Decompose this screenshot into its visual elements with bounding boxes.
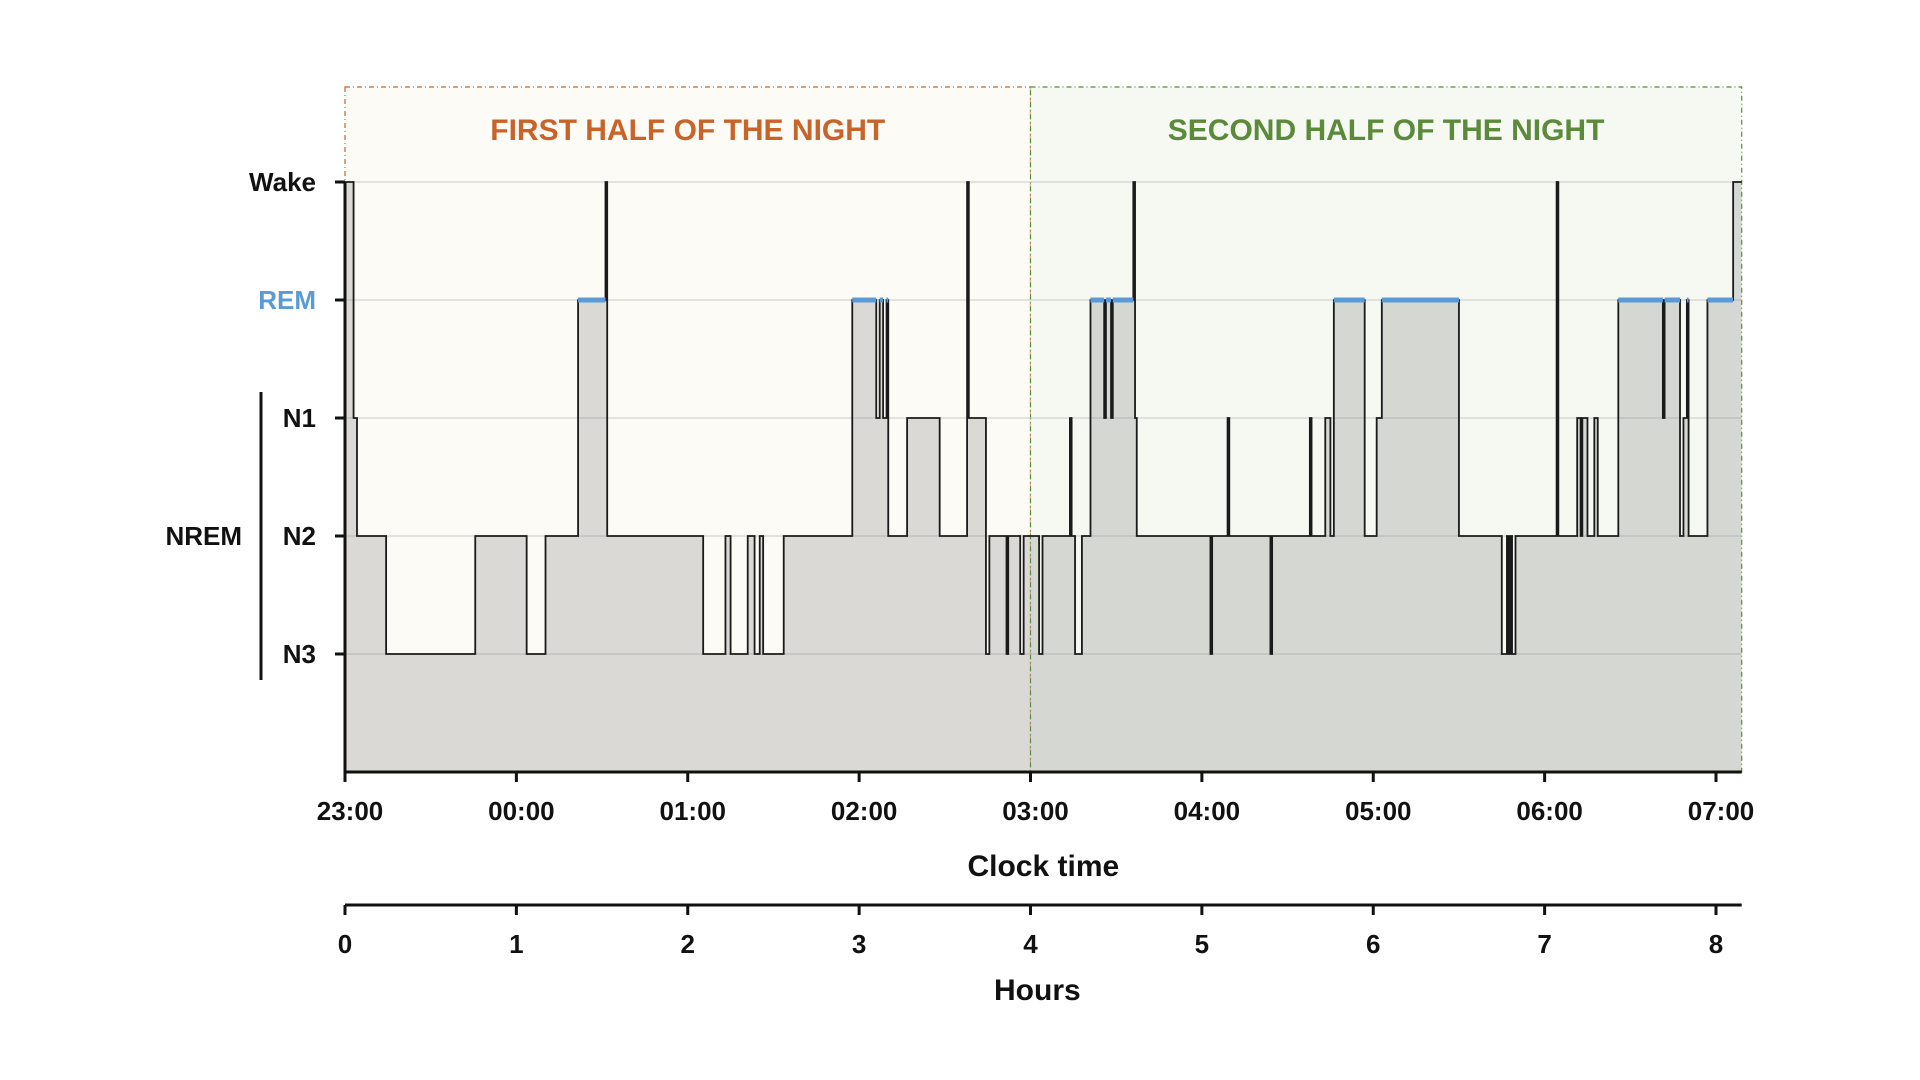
hypnogram-line (345, 181, 1742, 655)
y-label-n3: N3 (283, 639, 316, 669)
hours-axis: 0 1 2 3 4 5 6 7 8 Hours (338, 905, 1723, 1007)
clock-tick-label: 23:00 (317, 796, 384, 826)
hours-tick-label: 2 (681, 929, 695, 959)
region-border-2 (1029, 86, 1743, 773)
y-label-n2: N2 (283, 521, 316, 551)
night-half-regions (344, 86, 1743, 773)
clock-tick-label: 04:00 (1174, 796, 1241, 826)
hypnogram-path (345, 181, 1742, 655)
region-title-1: FIRST HALF OF THE NIGHT (490, 114, 885, 147)
stage-labels: Wake REM N1 N2 N3 NREM (165, 167, 345, 680)
hours-tick-label: 8 (1709, 929, 1723, 959)
hours-tick-label: 5 (1195, 929, 1209, 959)
clock-axis-title: Clock time (967, 850, 1119, 883)
hours-tick-label: 3 (852, 929, 866, 959)
hypnogram-area (345, 182, 1742, 772)
y-label-rem: REM (258, 285, 316, 315)
axes (343, 182, 1742, 907)
y-label-wake: Wake (249, 167, 316, 197)
nrem-label: NREM (165, 521, 242, 551)
hours-tick-label: 4 (1023, 929, 1038, 959)
hours-tick-label: 7 (1537, 929, 1551, 959)
region-2 (1030, 87, 1742, 772)
hours-axis-title: Hours (994, 974, 1081, 1007)
clock-tick-label: 00:00 (488, 796, 555, 826)
hours-tick-label: 0 (338, 929, 352, 959)
clock-time-axis: 23:00 00:00 01:00 02:00 03:00 04:00 05:00 06:00… (317, 772, 1755, 883)
clock-tick-label: 05:00 (1345, 796, 1412, 826)
clock-tick-label: 06:00 (1516, 796, 1583, 826)
hours-tick-label: 1 (509, 929, 523, 959)
clock-tick-label: 01:00 (660, 796, 727, 826)
hypnogram-fill (345, 182, 1742, 772)
region-1 (345, 87, 1031, 772)
clock-tick-label: 07:00 (1688, 796, 1755, 826)
clock-tick-label: 02:00 (831, 796, 898, 826)
clock-tick-label: 03:00 (1002, 796, 1069, 826)
hours-tick-label: 6 (1366, 929, 1380, 959)
region-titles: FIRST HALF OF THE NIGHT SECOND HALF OF TH… (490, 114, 1604, 147)
region-title-2: SECOND HALF OF THE NIGHT (1168, 114, 1605, 147)
y-label-n1: N1 (283, 403, 316, 433)
